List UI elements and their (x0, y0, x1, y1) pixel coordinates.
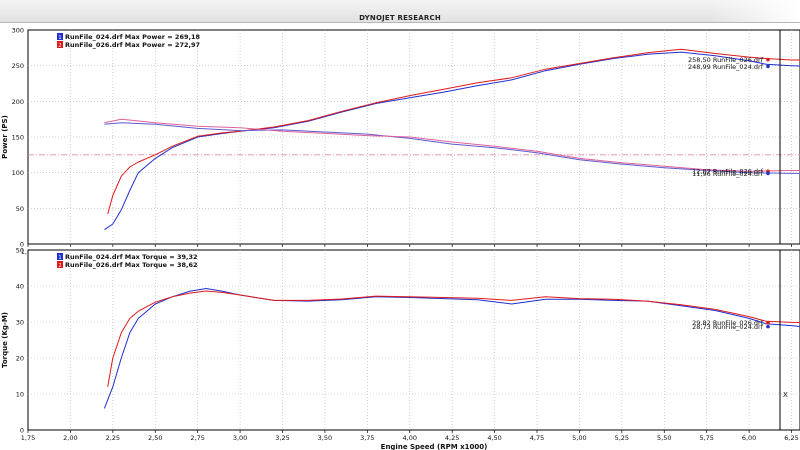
cursor-dot (766, 171, 770, 176)
chart-panel-torque: 1,75 2,00 2,25 2,50 2,75 3,00 3,25 3,50 3,75 4,00… (1, 247, 800, 450)
x-tick-label: 3,75 (360, 434, 374, 442)
legend-entry: RunFile_026.drf Max Power = 272,97 (65, 41, 200, 49)
x-tick-label: 6,00 (742, 434, 756, 442)
y-tick-label: 50 (16, 205, 24, 213)
y-tick-label: 100 (12, 169, 24, 177)
legend-swatch (57, 33, 63, 40)
series-line-runfile-026-drf (107, 48, 800, 215)
x-tick-label: 3,50 (318, 434, 332, 442)
window-title-bar: DYNOJET RESEARCH (0, 0, 800, 23)
cursor-dot (766, 57, 770, 62)
cursor-readout: 248,99 RunFile_024.drf (688, 63, 764, 71)
series-line-runfile-024-drf (104, 122, 800, 174)
cursor-dot (766, 320, 770, 325)
y-tick-label: 150 (12, 134, 24, 142)
y-axis-label: Torque (Kg-M) (1, 312, 9, 368)
y-tick-label: 200 (12, 98, 24, 106)
y-tick-label: 250 (12, 62, 24, 70)
legend-swatch (57, 41, 63, 48)
x-tick-label: 3,00 (233, 434, 247, 442)
y-tick-label: 0 (20, 427, 24, 435)
x-tick-label: 5,50 (657, 434, 671, 442)
x-tick-label: 5,25 (615, 434, 629, 442)
chart-panel-power: 1,752,002,252,502,753,003,253,503,754,00… (1, 27, 800, 256)
series-line-runfile-024-drf (103, 288, 800, 409)
legend-swatch (57, 253, 63, 260)
cursor-dot (766, 64, 770, 69)
legend-swatch-number: 1 (58, 35, 61, 41)
x-tick-label: 4,00 (403, 434, 417, 442)
plot-frame (27, 249, 800, 431)
x-tick-label: 4,50 (487, 434, 501, 442)
series-line-runfile-026-drf (104, 118, 800, 172)
window-title: DYNOJET RESEARCH (359, 14, 441, 22)
series-line-runfile-026-drf (107, 290, 800, 387)
y-axis-label: Power (PS) (1, 115, 9, 159)
y-tick-label: 50 (16, 247, 24, 255)
legend-entry: RunFile_024.drf Max Torque = 39,32 (65, 253, 198, 261)
y-tick-label: 40 (16, 283, 24, 291)
legend-entry: RunFile_024.drf Max Power = 269,18 (65, 33, 200, 41)
x-tick-label: 6,25 (784, 434, 798, 442)
cursor-marker: X (783, 391, 788, 399)
legend-swatch (57, 261, 63, 268)
legend-entry: RunFile_026.drf Max Torque = 38,62 (65, 261, 198, 269)
x-tick-label: 5,00 (572, 434, 586, 442)
x-axis-label: Engine Speed (RPM x1000) (381, 443, 488, 450)
x-tick-label: 3,25 (275, 434, 289, 442)
x-tick-label: 5,75 (699, 434, 713, 442)
legend-swatch-number: 2 (58, 43, 61, 49)
legend-swatch-number: 2 (58, 263, 61, 269)
cursor-readout: 28,73 RunFile_024.drf (692, 323, 764, 331)
cursor-readout: 29,82 RunFile_026.drf (692, 319, 764, 327)
x-tick-label: 1,75 (21, 434, 35, 442)
y-tick-label: 30 (16, 319, 24, 327)
x-tick-label: 2,50 (148, 434, 162, 442)
y-tick-label: 20 (16, 355, 24, 363)
cursor-readout: 258,50 RunFile_026.drf (688, 56, 764, 64)
y-tick-label: 300 (12, 27, 24, 35)
x-tick-label: 2,25 (106, 434, 120, 442)
series-line-runfile-024-drf (104, 51, 800, 231)
x-tick-label: 4,75 (530, 434, 544, 442)
x-tick-label: 4,25 (445, 434, 459, 442)
x-tick-label: 2,00 (63, 434, 77, 442)
cursor-dot (766, 324, 770, 329)
y-tick-label: 0 (20, 241, 24, 249)
cursor-readout: 12,07 RunFile_026.drf (692, 168, 764, 176)
legend-swatch-number: 1 (58, 255, 61, 261)
y-tick-label: 10 (16, 391, 24, 399)
x-tick-label: 2,75 (190, 434, 204, 442)
cursor-readout: 11,96 RunFile_024.drf (692, 170, 764, 178)
